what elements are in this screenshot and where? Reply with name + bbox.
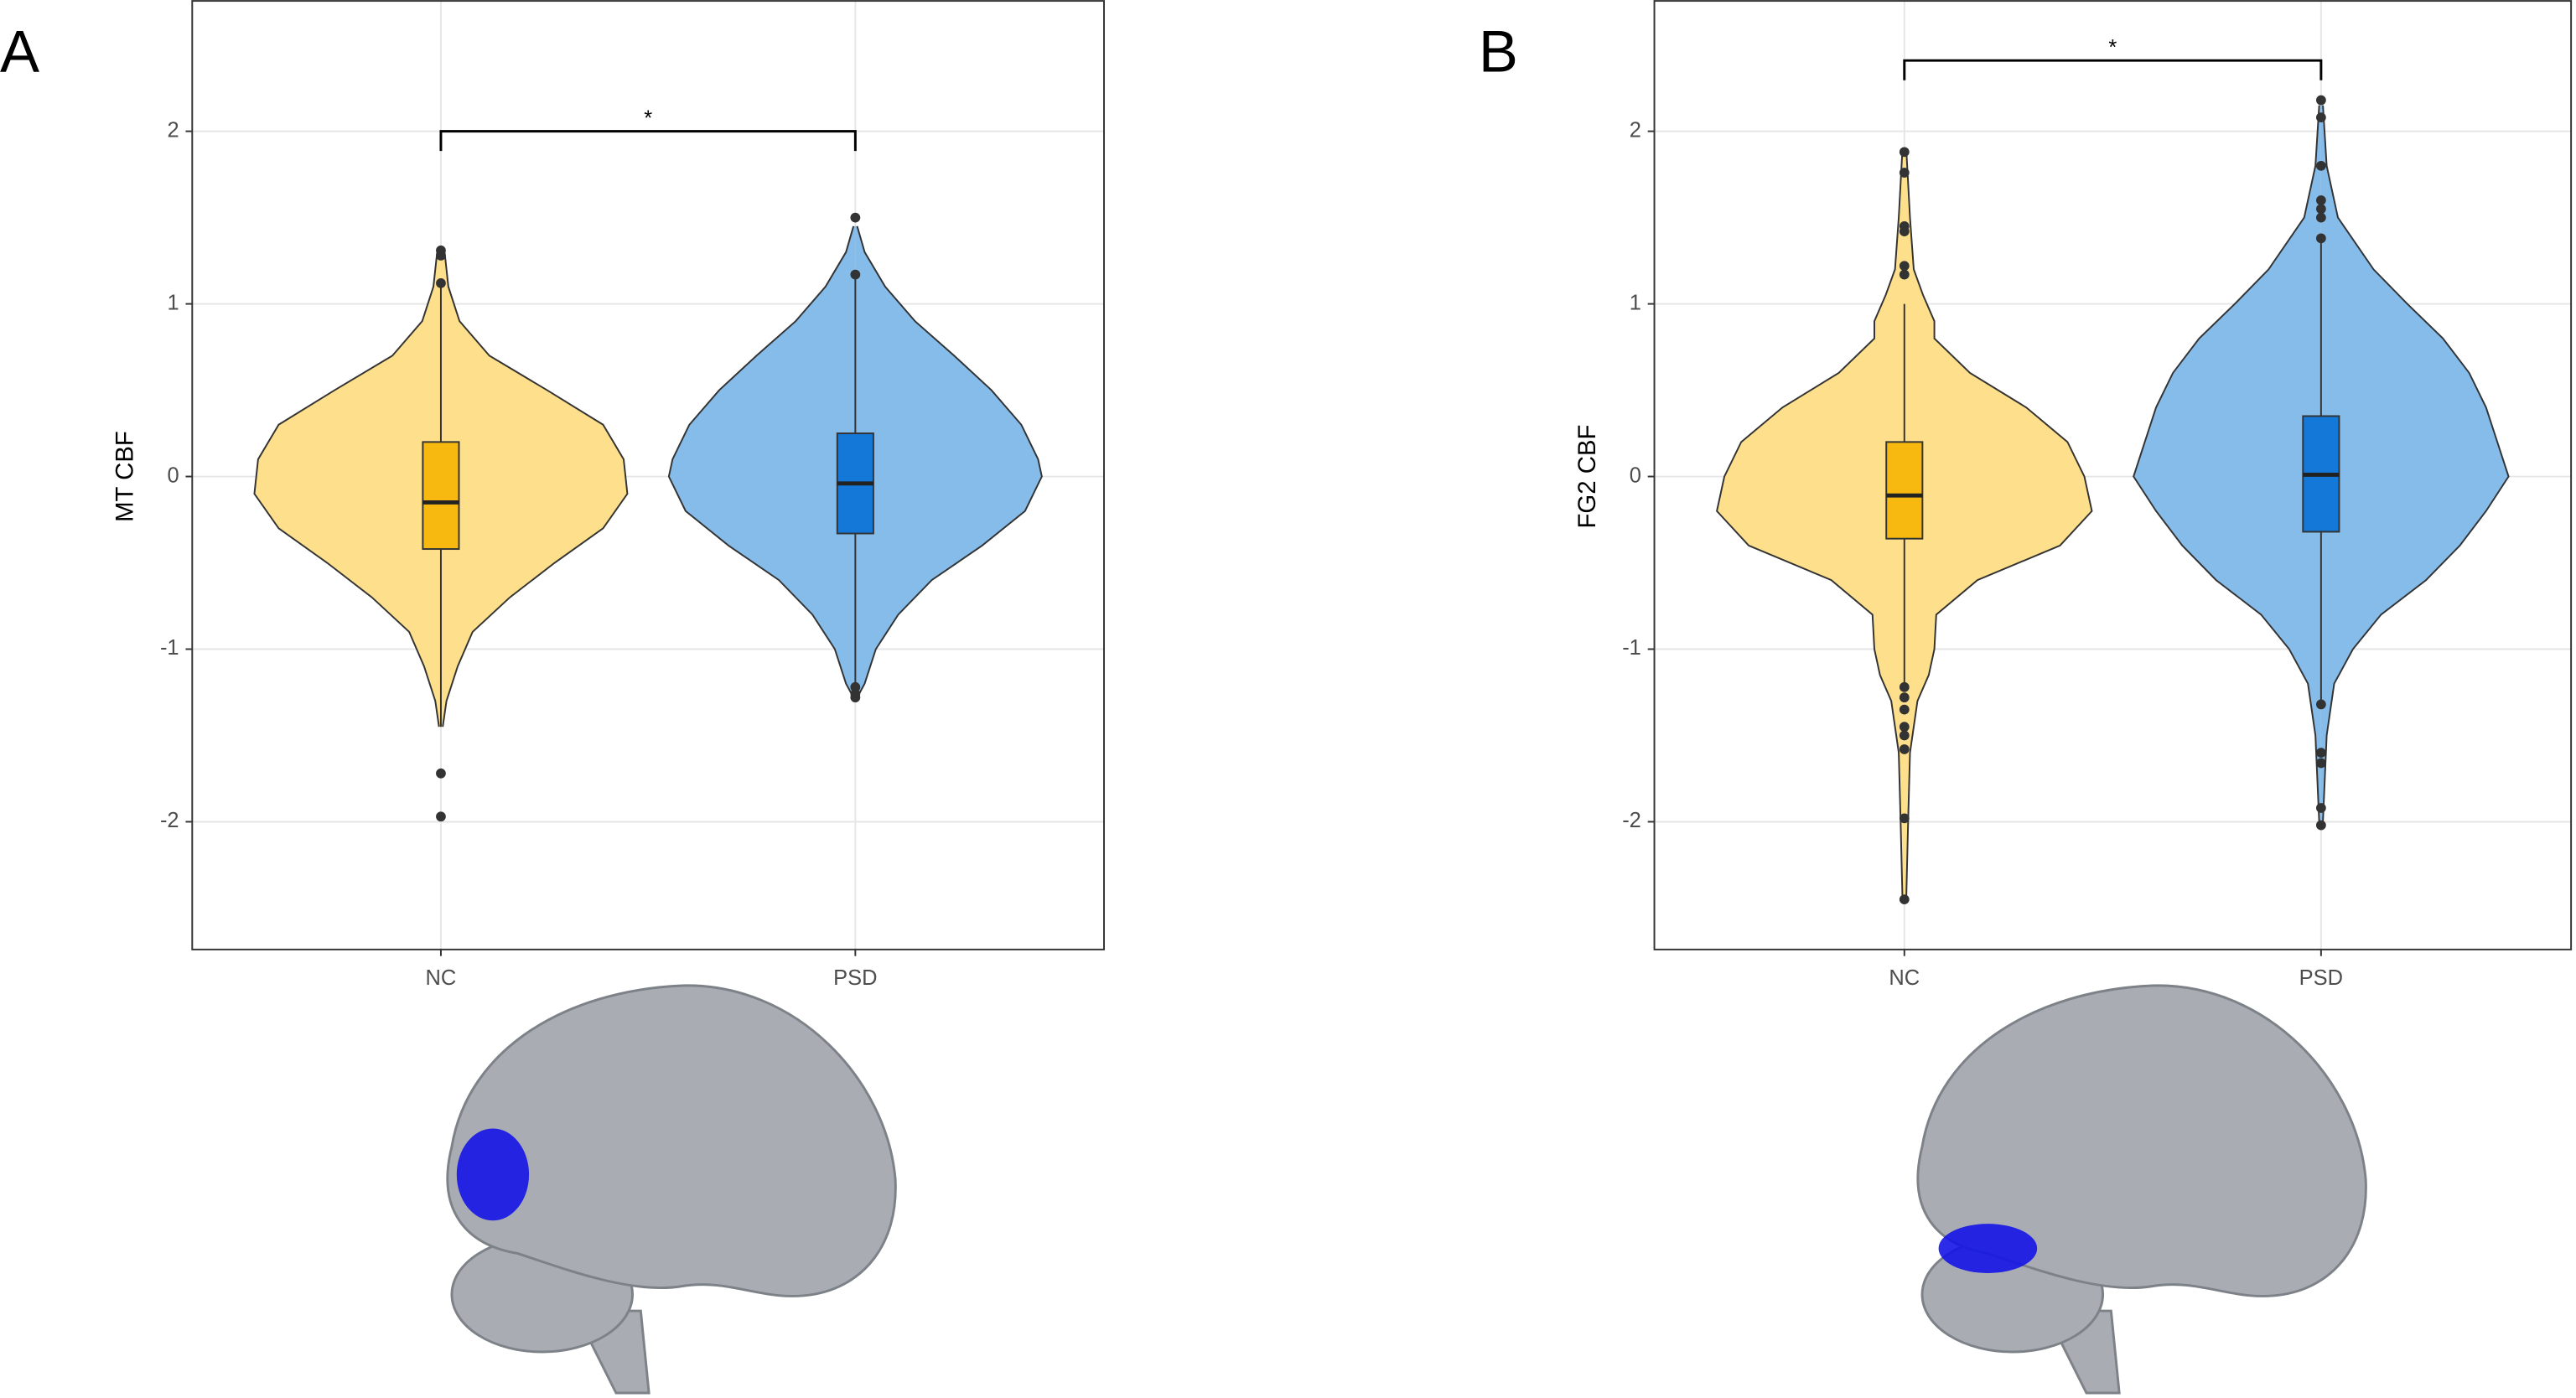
violin-outline <box>1905 148 2093 900</box>
violin-half <box>1717 148 1905 900</box>
significance-bracket <box>439 130 857 152</box>
outlier <box>1899 813 1910 824</box>
violin-half <box>668 225 856 698</box>
outlier <box>1899 147 1910 158</box>
region <box>1938 1224 2038 1273</box>
violin-outline <box>442 251 629 727</box>
outlier <box>1899 692 1910 703</box>
significance-label: * <box>2108 36 2117 60</box>
outlier <box>2315 233 2326 244</box>
outlier <box>850 269 861 280</box>
outlier <box>2315 204 2326 215</box>
brain-b <box>1916 984 2367 1395</box>
x-tick-label: PSD <box>833 966 877 990</box>
outlier <box>1899 261 1910 272</box>
cerebrum <box>446 984 897 1297</box>
outlier <box>1899 730 1910 741</box>
brain-a <box>446 984 897 1395</box>
y-tick-label: 1 <box>1630 291 1641 314</box>
panel-label: A <box>0 18 39 84</box>
outlier <box>2315 820 2326 831</box>
outlier <box>1899 744 1910 754</box>
outlier <box>850 692 861 703</box>
y-tick-label: 2 <box>167 118 179 142</box>
violin-outline <box>2133 105 2320 822</box>
outlier <box>2315 699 2326 710</box>
outlier <box>2315 758 2326 769</box>
y-tick-label: 0 <box>167 463 179 487</box>
y-tick-label: 2 <box>1630 118 1641 142</box>
outlier <box>2315 803 2326 813</box>
violin-outline <box>253 251 440 727</box>
x-tick-label: NC <box>1889 966 1920 990</box>
outlier <box>2315 212 2326 223</box>
outlier <box>1899 681 1910 692</box>
outlier <box>1899 704 1910 715</box>
panel-label: B <box>1479 18 1518 84</box>
x-tick-label: NC <box>426 966 457 990</box>
y-axis-title: MT CBF <box>111 431 139 522</box>
y-tick-label: -1 <box>1622 636 1641 660</box>
outlier <box>1899 722 1910 733</box>
violin-outline <box>667 225 855 698</box>
violin-half <box>254 251 441 727</box>
y-axis-title: FG2 CBF <box>1573 425 1601 529</box>
y-tick-label: -2 <box>160 809 179 832</box>
outlier <box>1899 226 1910 236</box>
y-tick-label: -2 <box>1622 809 1641 832</box>
outlier <box>436 251 446 261</box>
box <box>422 441 460 551</box>
outlier <box>2315 160 2326 171</box>
significance-bracket <box>1903 59 2323 80</box>
violin-half <box>2320 105 2509 822</box>
violin-half <box>1904 148 2092 900</box>
outlier <box>1899 269 1910 280</box>
region <box>456 1128 530 1221</box>
outlier <box>2315 95 2326 106</box>
violin-outline <box>1716 148 1904 900</box>
outlier <box>1899 894 1910 905</box>
outlier <box>1899 168 1910 178</box>
violin-half <box>855 225 1042 698</box>
violin-outline <box>2322 105 2510 822</box>
y-tick-label: 1 <box>167 291 179 314</box>
outlier <box>2315 748 2326 758</box>
outlier <box>2315 195 2326 205</box>
outlier <box>850 681 861 692</box>
box <box>1885 441 1924 540</box>
y-tick-label: 0 <box>1630 463 1641 487</box>
outlier <box>850 212 861 223</box>
plot-border <box>191 0 1105 950</box>
significance-label: * <box>644 107 652 131</box>
violin-half <box>2133 105 2321 822</box>
violin-outline <box>856 225 1043 698</box>
x-tick-label: PSD <box>2299 966 2343 990</box>
outlier <box>2315 112 2326 123</box>
y-tick-label: -1 <box>160 636 179 660</box>
outlier <box>436 277 446 288</box>
outlier <box>436 768 446 779</box>
violin-half <box>440 251 628 727</box>
outlier <box>436 811 446 822</box>
plot-border <box>1653 0 2573 950</box>
